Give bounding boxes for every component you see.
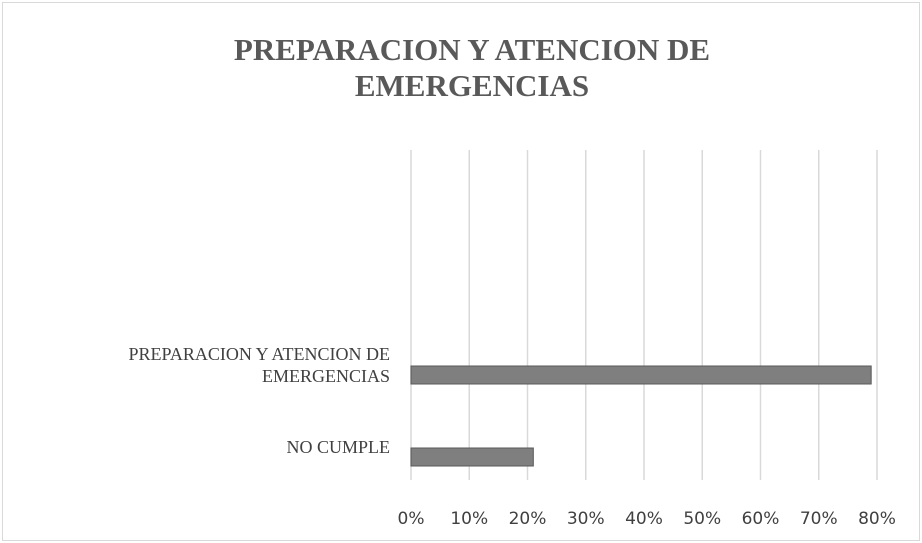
x-tick-label: 20%	[509, 509, 547, 529]
x-tick-label: 30%	[567, 509, 605, 529]
y-tick-label: PREPARACION Y ATENCION DE EMERGENCIAS	[128, 344, 390, 386]
x-tick-label: 60%	[742, 509, 780, 529]
bar	[410, 365, 872, 385]
x-tick-label: 40%	[625, 509, 663, 529]
x-tick-label: 80%	[858, 509, 896, 529]
x-tick-label: 10%	[450, 509, 488, 529]
x-tick-label: 0%	[398, 509, 425, 529]
y-tick-label: NO CUMPLE	[286, 437, 390, 457]
x-tick-label: 70%	[800, 509, 838, 529]
x-tick-label: 50%	[683, 509, 721, 529]
chart-title: PREPARACION Y ATENCION DE EMERGENCIAS	[233, 32, 711, 103]
bar	[410, 447, 534, 467]
